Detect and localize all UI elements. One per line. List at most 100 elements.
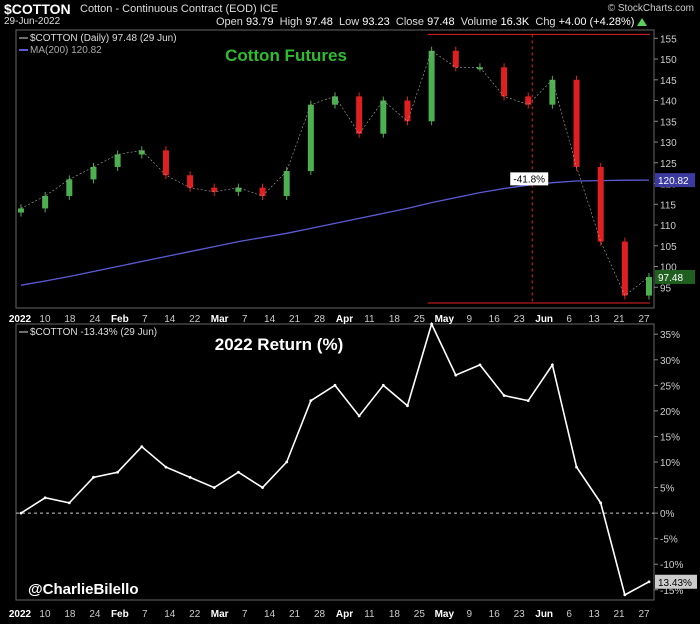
chg-value: +4.00 (+4.28%): [558, 16, 635, 28]
return-y-tick-label: 15%: [660, 432, 680, 443]
price-y-tick-label: 140: [660, 97, 677, 108]
return-point: [575, 465, 578, 469]
price-y-tick-label: 100: [660, 263, 677, 274]
return-point: [261, 486, 264, 489]
watermark: @CharlieBilello: [28, 581, 139, 598]
candle-body: [332, 96, 338, 105]
return-x-tick-label: 21: [613, 609, 625, 620]
return-y-tick-label: 20%: [660, 407, 680, 418]
price-y-tick-label: 145: [660, 76, 677, 87]
candle-body: [90, 166, 97, 180]
candle-body: [428, 50, 435, 122]
return-x-tick-label: 16: [489, 609, 501, 620]
return-point: [430, 322, 434, 326]
return-y-tick-label: 25%: [660, 381, 680, 392]
return-x-tick-label: May: [435, 609, 455, 620]
price-x-tick-label: 24: [89, 314, 101, 325]
low-label: Low: [338, 16, 360, 28]
open-value: 93.79: [245, 16, 274, 28]
return-x-tick-label: 23: [514, 609, 526, 620]
price-x-tick-label: 18: [64, 314, 76, 325]
annotation-box: [510, 172, 549, 186]
price-x-tick-label: 16: [489, 314, 501, 325]
return-point: [212, 486, 216, 489]
return-x-tick-label: 9: [466, 609, 472, 620]
candle-body: [380, 100, 387, 134]
candle-body: [66, 179, 73, 196]
return-panel-frame: [15, 323, 655, 601]
price-x-tick-label: 6: [566, 314, 572, 325]
candle-body: [18, 208, 24, 213]
price-x-tick-label: Apr: [336, 314, 353, 325]
price-x-tick-label: 14: [164, 314, 176, 325]
return-x-tick-label: 24: [89, 609, 101, 620]
candle-body: [452, 50, 459, 68]
candle-body: [235, 187, 242, 192]
return-value-tag: 13.43%: [658, 578, 692, 589]
description: Cotton - Continuous Contract (EOD) ICE: [80, 3, 278, 15]
quote-line: Open 93.79 High 97.48 Low 93.23 Close 97…: [216, 16, 648, 28]
annotation-label: -41.8%: [513, 174, 545, 185]
return-point: [140, 445, 144, 449]
return-chart-title: 2022 Return (%): [215, 335, 343, 354]
price-x-tick-label: 11: [364, 314, 375, 325]
exchange: ICE: [259, 3, 279, 15]
return-point: [502, 394, 506, 397]
price-y-tick-label: 105: [660, 242, 677, 253]
return-x-tick-label: 21: [289, 609, 301, 620]
return-point: [526, 399, 530, 403]
return-point: [333, 383, 337, 387]
quote-date: 29-Jun-2022: [4, 16, 61, 27]
return-x-tick-label: 28: [314, 609, 326, 620]
return-x-tick-label: Apr: [336, 609, 353, 620]
candle-body: [162, 150, 169, 176]
price-x-tick-label: 25: [414, 314, 426, 325]
price-y-tick-label: 150: [660, 55, 677, 66]
return-y-tick-label: -5%: [660, 535, 678, 546]
price-value-tag: 97.48: [658, 273, 683, 284]
close-label: Close: [395, 16, 425, 28]
description-text: Cotton - Continuous Contract (EOD): [80, 3, 257, 15]
price-x-tick-label: 27: [638, 314, 650, 325]
price-x-tick-label: 18: [389, 314, 401, 325]
return-x-tick-label: Jun: [535, 609, 553, 620]
return-point: [236, 470, 240, 474]
candle-body: [646, 276, 652, 296]
return-y-tick-label: 0%: [660, 509, 675, 520]
close-value: 97.48: [427, 16, 455, 28]
volume-label: Volume: [460, 16, 498, 28]
return-point: [406, 404, 409, 408]
return-point: [454, 373, 458, 377]
return-point: [43, 496, 47, 500]
price-value-tag-box: [655, 269, 695, 284]
candle-body: [307, 104, 314, 172]
return-point: [550, 363, 554, 367]
return-x-tick-label: 6: [566, 609, 572, 620]
return-y-tick-label: -10%: [660, 560, 683, 571]
price-chart-title: Cotton Futures: [225, 46, 347, 65]
price-x-tick-label: 13: [589, 314, 601, 325]
ma-value-tag-box: [655, 173, 695, 188]
return-x-tick-label: 18: [64, 609, 76, 620]
candle-body: [283, 171, 290, 196]
return-x-tick-label: 22: [189, 609, 201, 620]
candle-body: [549, 79, 556, 105]
low-value: 93.23: [362, 16, 390, 28]
return-point: [92, 475, 95, 479]
ma-legend-label: MA(200) 120.82: [30, 45, 102, 56]
return-point: [478, 363, 482, 367]
ma-value-tag: 120.82: [658, 176, 689, 187]
ma200-line: [20, 179, 650, 286]
price-y-tick-label: 95: [660, 283, 672, 294]
price-x-tick-label: 22: [189, 314, 201, 325]
return-x-tick-label: 25: [414, 609, 426, 620]
candle-body: [597, 166, 604, 242]
chart-header: $COTTON Cotton - Continuous Contract (EO…: [0, 0, 700, 28]
return-point: [623, 593, 627, 597]
price-x-tick-label: 21: [613, 314, 625, 325]
return-point: [164, 465, 168, 469]
return-y-tick-label: 10%: [660, 458, 680, 469]
return-x-tick-label: 10: [39, 609, 51, 620]
price-x-tick-label: 2022: [9, 314, 32, 325]
